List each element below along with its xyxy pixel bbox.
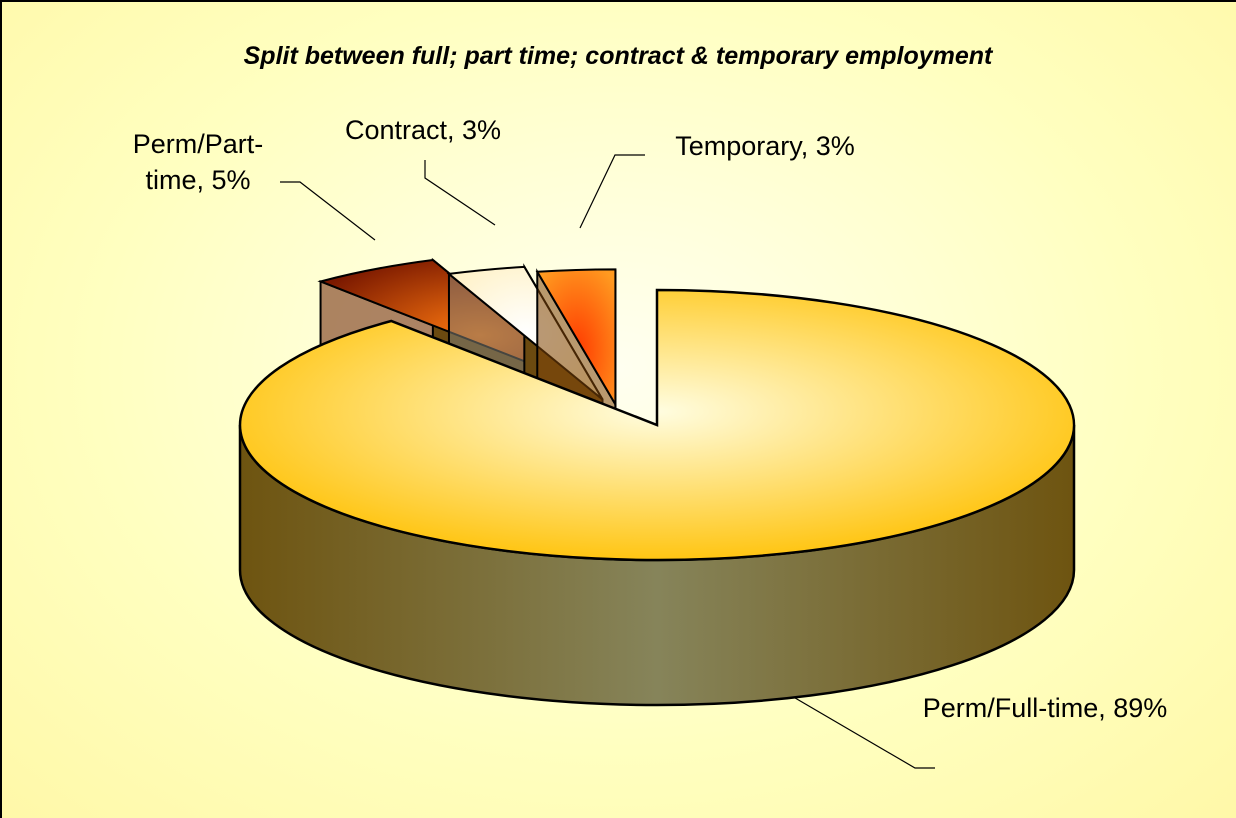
data-label: Perm/Part-time, 5% — [132, 129, 264, 195]
leader-line — [424, 160, 496, 226]
data-label: Temporary, 3% — [675, 131, 855, 161]
chart-title: Split between full; part time; contract … — [243, 42, 993, 70]
data-label: Perm/Full-time, 89% — [922, 693, 1168, 723]
slice — [238, 288, 1076, 562]
slice — [535, 268, 617, 409]
leader-line — [789, 694, 935, 769]
data-label: Contract, 3% — [344, 115, 502, 145]
leader-line — [280, 181, 376, 241]
leader-line — [579, 154, 645, 229]
leader-lines — [280, 154, 935, 769]
